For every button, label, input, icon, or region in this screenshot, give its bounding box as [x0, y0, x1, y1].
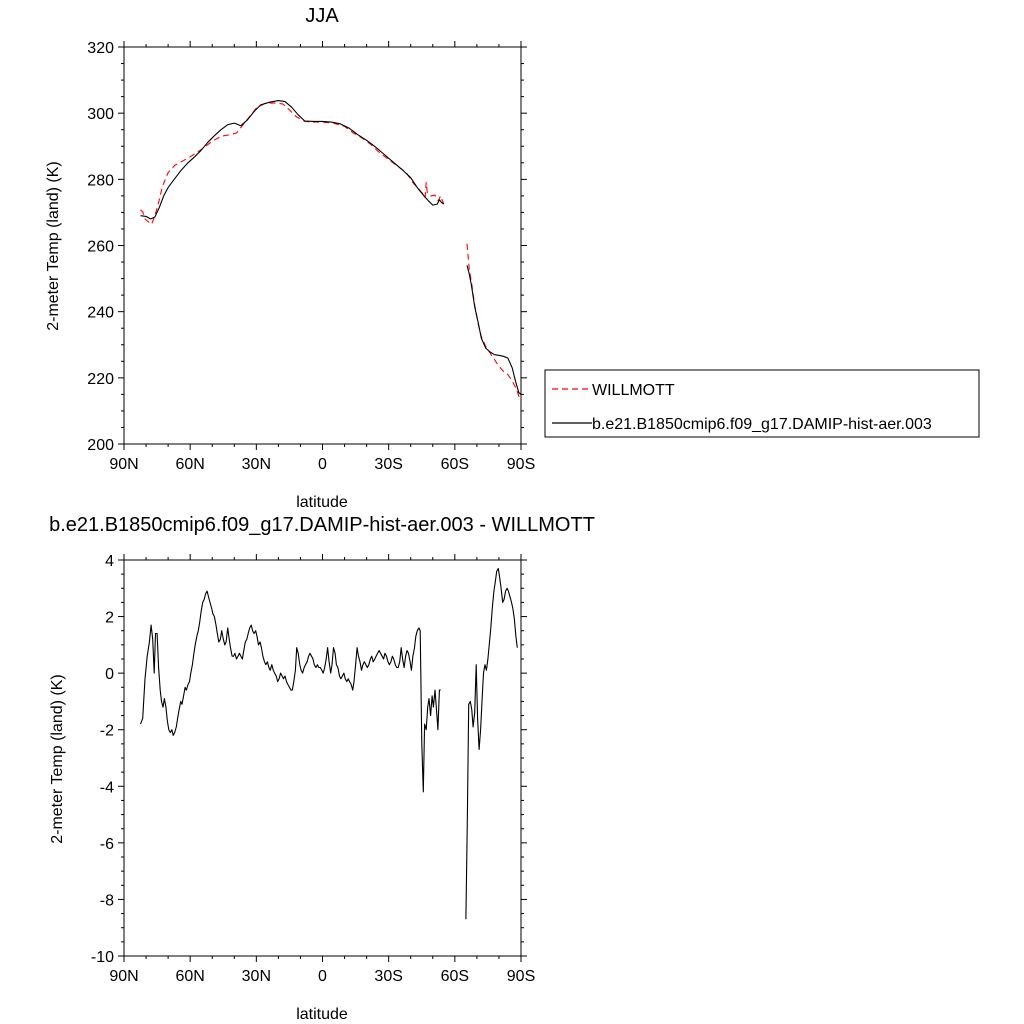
y-tick-label: 4: [105, 553, 114, 570]
plot-frame: [123, 46, 522, 445]
y-tick-label: 260: [87, 239, 114, 256]
series-line-model: [140, 100, 445, 220]
x-tick-label: 0: [318, 968, 327, 985]
x-tick-label: 90N: [109, 456, 138, 473]
x-tick-label: 30S: [374, 968, 402, 985]
y-tick-label: 200: [87, 437, 114, 454]
x-axis-label: latitude: [296, 1006, 348, 1023]
legend-label-model: b.e21.B1850cmip6.f09_g17.DAMIP-hist-aer.…: [592, 416, 932, 433]
x-tick-label: 90N: [109, 968, 138, 985]
chart-title: b.e21.B1850cmip6.f09_g17.DAMIP-hist-aer.…: [49, 514, 595, 536]
x-tick-label: 30N: [242, 968, 271, 985]
x-tick-label: 0: [318, 456, 327, 473]
y-axis-label: 2-meter Temp (land) (K): [49, 674, 66, 844]
y-axis-label: 2-meter Temp (land) (K): [45, 161, 62, 331]
x-tick-label: 30N: [242, 456, 271, 473]
x-tick-label: 60N: [175, 968, 204, 985]
series-line-model: [465, 567, 518, 920]
x-tick-label: 60S: [441, 456, 469, 473]
y-tick-label: -4: [100, 779, 114, 796]
y-tick-label: -2: [100, 723, 114, 740]
series-line-model: [466, 265, 522, 395]
chart-title: JJA: [305, 5, 339, 27]
legend-label-willmott: WILLMOTT: [592, 382, 675, 399]
plot-frame: [123, 559, 522, 957]
legend-box: [544, 369, 980, 438]
y-tick-label: 280: [87, 172, 114, 189]
x-tick-label: 60N: [175, 456, 204, 473]
x-axis-label: latitude: [296, 494, 348, 511]
y-tick-label: -8: [100, 892, 114, 909]
plot-area: 90N 60N 30N 0 30S 60S 90S -10 -8 -6 -4 -2 0 2 4: [91, 553, 535, 985]
x-tick-label: 60S: [441, 968, 469, 985]
x-tick-label: 30S: [374, 456, 402, 473]
series-line-willmott: [140, 102, 445, 225]
y-tick-label: -10: [91, 949, 114, 966]
series-line-model: [139, 590, 441, 793]
y-tick-label: 300: [87, 106, 114, 123]
series-line-willmott: [466, 243, 522, 400]
x-tick-label: 90S: [507, 968, 535, 985]
panel-top: JJA 90N 60N 30N 0 30S 60S 90S 200 220 240 260 280 30…: [45, 5, 535, 511]
legend: WILLMOTT b.e21.B1850cmip6.f09_g17.DAMIP-…: [544, 369, 980, 438]
plot-area: 90N 60N 30N 0 30S 60S 90S 200 220 240 260 280 300 320: [87, 40, 535, 473]
panel-bottom: b.e21.B1850cmip6.f09_g17.DAMIP-hist-aer.…: [49, 514, 595, 1023]
y-tick-label: 240: [87, 305, 114, 322]
y-tick-label: 320: [87, 40, 114, 57]
y-tick-label: 2: [105, 610, 114, 627]
y-tick-label: 0: [105, 666, 114, 683]
y-tick-label: -6: [100, 836, 114, 853]
y-tick-label: 220: [87, 371, 114, 388]
x-tick-label: 90S: [507, 456, 535, 473]
